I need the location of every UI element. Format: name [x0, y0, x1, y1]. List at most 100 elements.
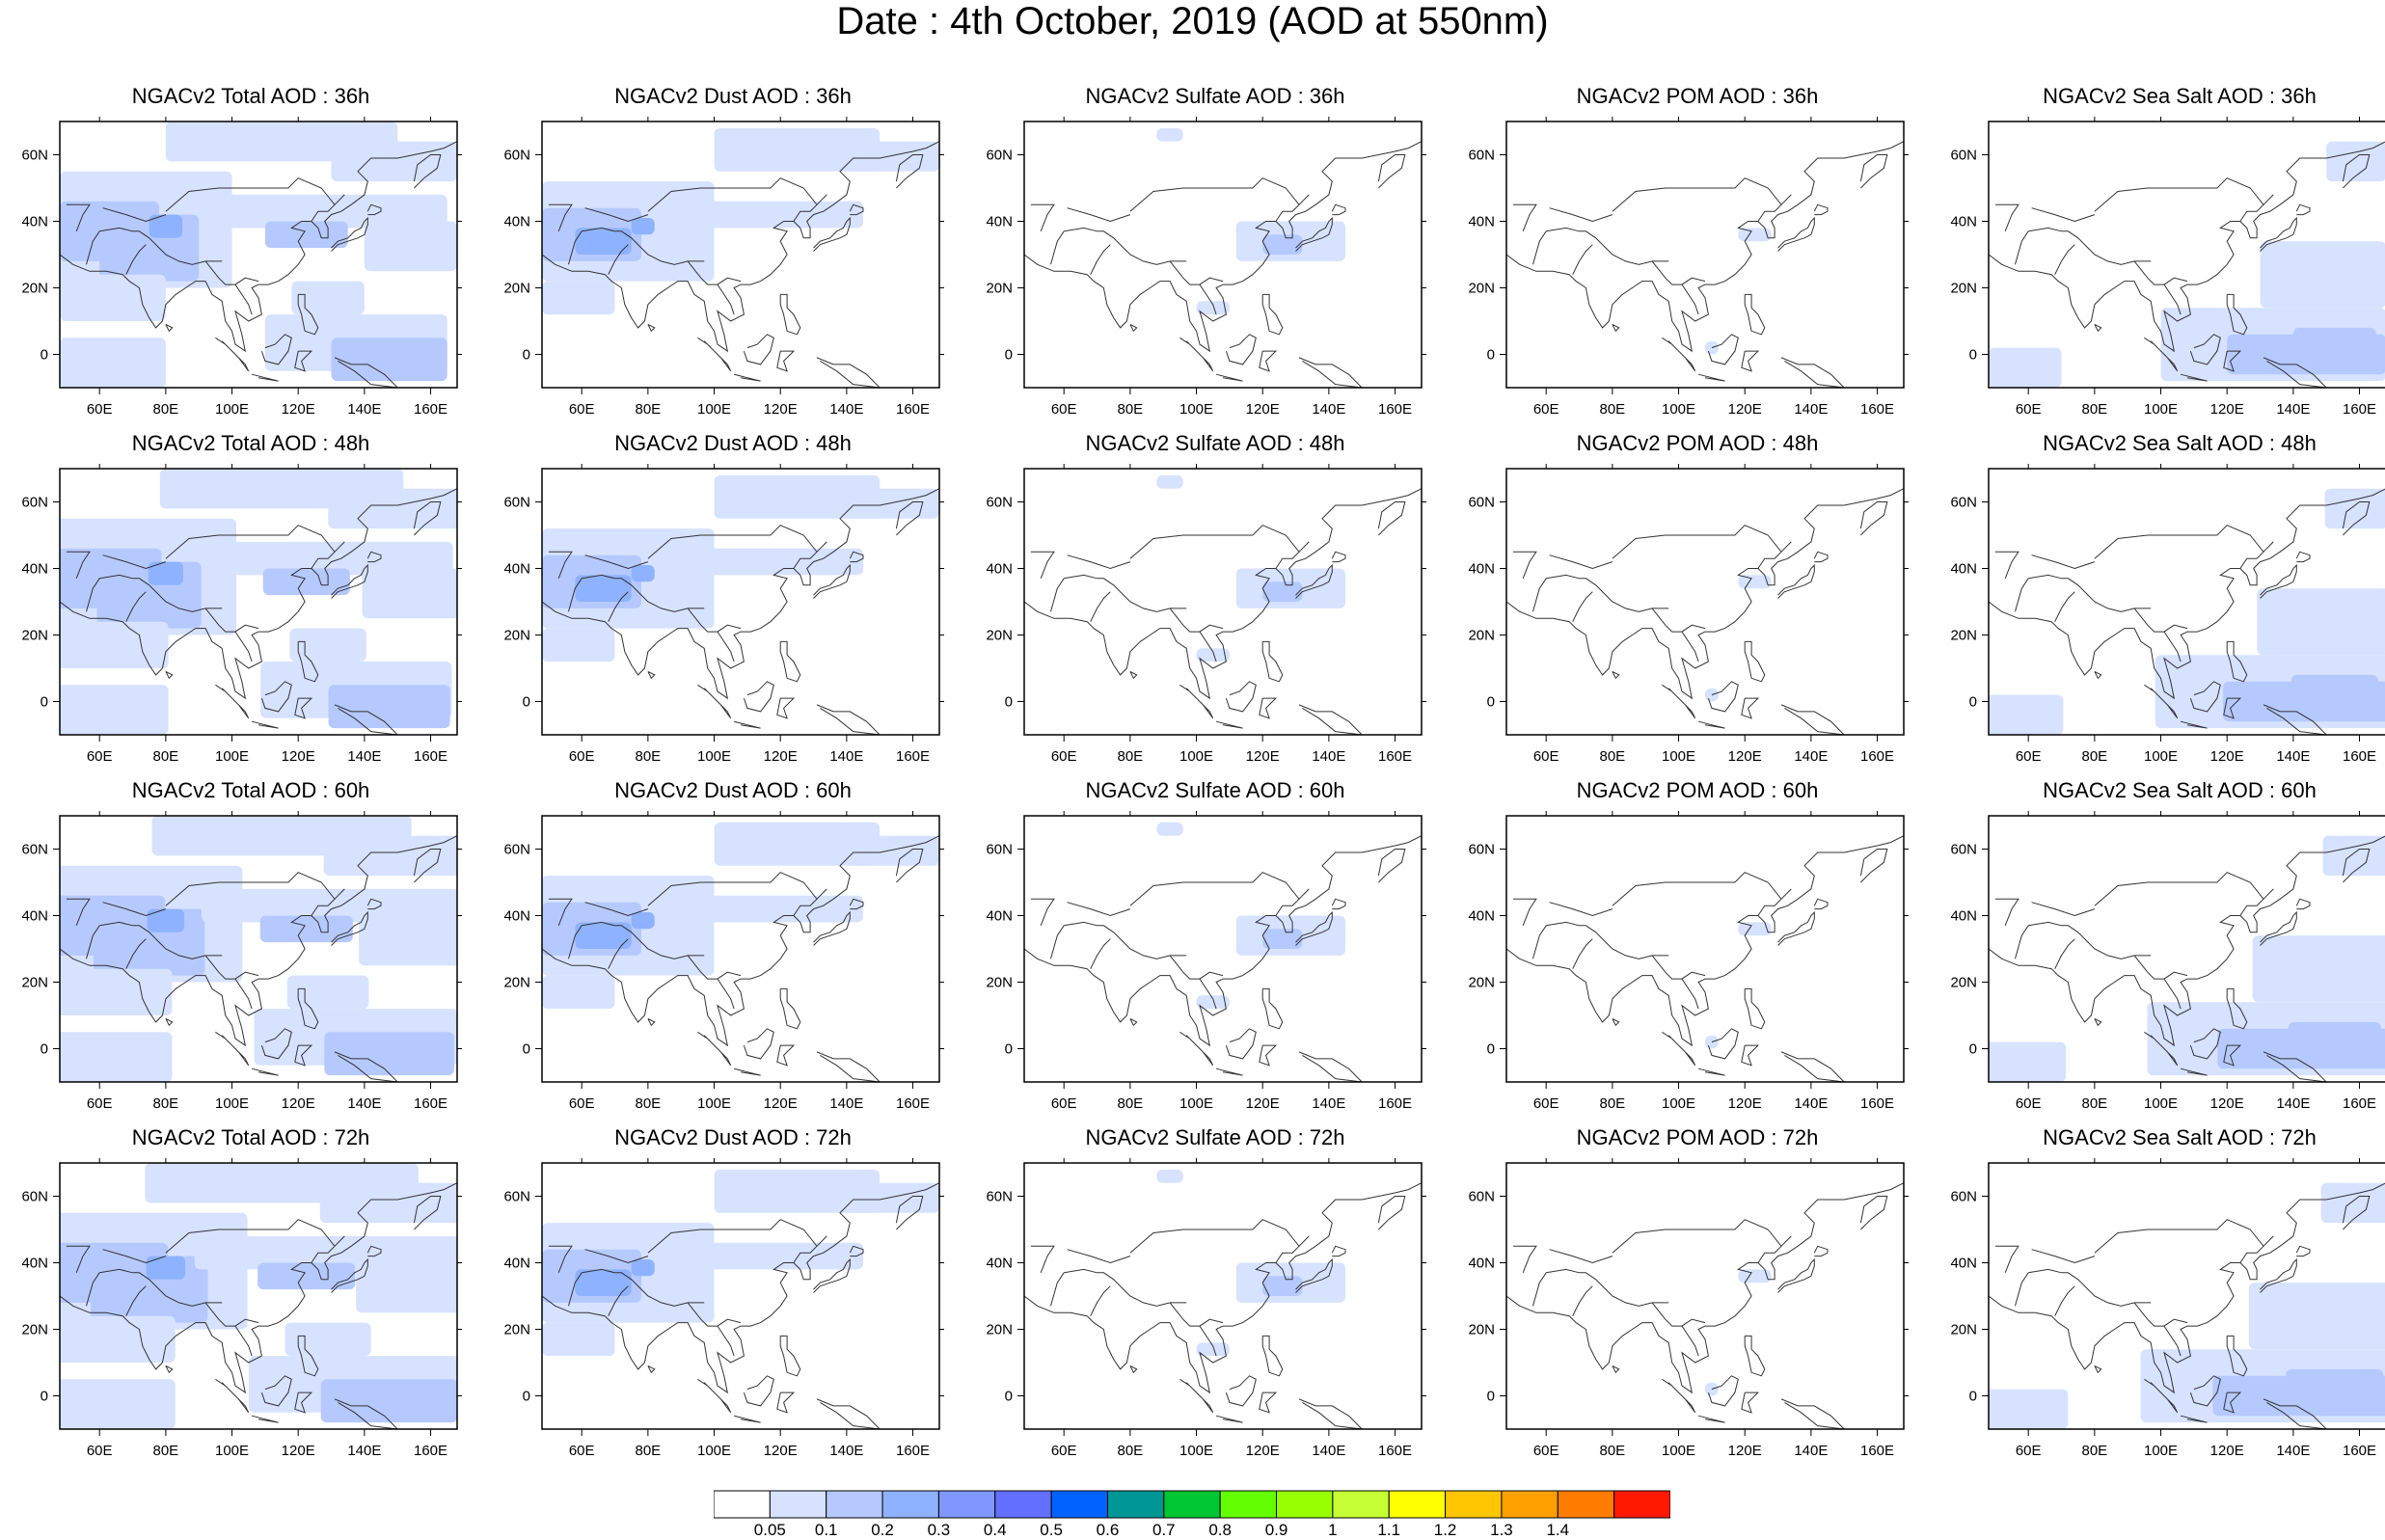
y-tick-label: 20N — [986, 628, 1013, 644]
y-tick-label: 0 — [41, 694, 48, 711]
map-panel-dust-60h: NGACv2 Dust AOD : 60h 60E 80E 100E 120E 140E 1… — [492, 779, 974, 1117]
coastlines — [1024, 488, 1422, 735]
colorbar-box — [1276, 1490, 1334, 1519]
aod-patch — [1705, 1382, 1719, 1396]
colorbar-box — [1163, 1490, 1221, 1519]
aod-patch — [1156, 127, 1183, 142]
aod-patch — [1705, 340, 1719, 355]
aod-patch — [257, 1262, 356, 1290]
aod-patch — [575, 922, 632, 949]
x-tick-label: 160E — [2343, 401, 2376, 418]
aod-patch — [356, 1262, 457, 1313]
aod-map: 60E 80E 100E 120E 140E 160E 60N 40N 20N 0 — [503, 1158, 944, 1459]
aod-patch — [323, 835, 457, 877]
x-tick-label: 80E — [153, 401, 179, 418]
x-tick-label: 100E — [697, 401, 731, 418]
map-frame — [541, 1162, 940, 1430]
map-frame — [1988, 1162, 2385, 1430]
x-tick-label: 60E — [87, 401, 113, 418]
x-tick-label: 140E — [829, 748, 863, 765]
y-tick-label: 0 — [1969, 694, 1977, 711]
y-tick-label: 0 — [1005, 347, 1013, 364]
y-tick-label: 40N — [1950, 561, 1977, 578]
map-frame — [1988, 468, 2385, 736]
coastlines — [1506, 488, 1904, 735]
aod-patch — [714, 1169, 881, 1213]
x-tick-label: 160E — [2343, 1443, 2376, 1459]
aod-patch — [215, 194, 447, 229]
aod-patch — [697, 548, 864, 576]
x-tick-label: 80E — [153, 1095, 179, 1112]
x-tick-label: 80E — [636, 748, 662, 765]
colorbar-box — [937, 1490, 996, 1519]
map-panel-seasalt-60h: NGACv2 Sea Salt AOD : 60h 60E 80E 100E 120E 1… — [1938, 779, 2385, 1117]
x-tick-label: 160E — [1378, 748, 1412, 765]
y-tick-label: 0 — [1969, 1041, 1977, 1058]
x-tick-label: 120E — [764, 1095, 798, 1112]
map-frame — [59, 815, 458, 1083]
x-tick-label: 80E — [1118, 748, 1144, 765]
y-tick-label: 0 — [41, 1389, 48, 1405]
x-tick-label: 160E — [1860, 401, 1894, 418]
aod-patch — [289, 628, 366, 662]
x-tick-label: 160E — [896, 1443, 930, 1459]
x-tick-label: 140E — [1312, 401, 1345, 418]
panel-title: NGACv2 Total AOD : 60h — [131, 778, 370, 802]
aod-patch — [60, 1315, 176, 1363]
aod-patch — [714, 822, 881, 866]
colorbar-label: 0.6 — [1096, 1521, 1120, 1539]
aod-patch — [149, 214, 183, 238]
aod-patch — [1262, 929, 1303, 949]
coastlines — [1989, 835, 2385, 1082]
aod-patch — [1156, 474, 1183, 489]
map-panel-pom-72h: NGACv2 POM AOD : 72h 60E 80E 100E 120E 140E 16… — [1456, 1126, 1938, 1464]
x-tick-label: 80E — [636, 1443, 662, 1459]
aod-map: 60E 80E 100E 120E 140E 160E 60N 40N 20N 0 — [986, 117, 1426, 418]
map-panel-seasalt-48h: NGACv2 Sea Salt AOD : 48h 60E 80E 100E 120E 1… — [1938, 432, 2385, 770]
x-tick-label: 60E — [2016, 1443, 2042, 1459]
aod-shading — [542, 474, 939, 662]
x-tick-label: 80E — [1600, 748, 1626, 765]
x-tick-label: 140E — [347, 748, 381, 765]
y-tick-label: 0 — [1005, 1389, 1013, 1405]
x-tick-label: 100E — [1179, 1443, 1213, 1459]
aod-map: 60E 80E 100E 120E 140E 160E 60N 40N 20N 0 — [1468, 464, 1909, 765]
panel-title: NGACv2 Dust AOD : 36h — [614, 84, 852, 108]
aod-patch — [148, 561, 183, 585]
y-tick-label: 20N — [986, 1322, 1013, 1338]
y-tick-label: 0 — [1005, 1041, 1013, 1058]
map-frame — [541, 815, 940, 1083]
aod-patch — [846, 488, 939, 519]
x-tick-label: 160E — [414, 748, 447, 765]
x-tick-label: 100E — [215, 748, 249, 765]
y-tick-label: 60N — [1468, 495, 1495, 511]
y-tick-label: 60N — [986, 1189, 1013, 1205]
x-tick-label: 120E — [1728, 401, 1762, 418]
x-tick-label: 60E — [569, 1095, 595, 1112]
y-tick-label: 60N — [21, 148, 48, 164]
y-tick-label: 0 — [523, 347, 530, 364]
x-tick-label: 100E — [1179, 1095, 1213, 1112]
y-tick-label: 20N — [503, 975, 530, 991]
aod-patch — [331, 141, 457, 182]
colorbar-label: 1 — [1328, 1521, 1338, 1539]
aod-shading — [1156, 822, 1346, 1010]
y-tick-label: 20N — [1468, 628, 1495, 644]
aod-shading — [1705, 922, 1772, 1049]
map-panel-pom-36h: NGACv2 POM AOD : 36h 60E 80E 100E 120E 140E 16… — [1456, 85, 1938, 422]
aod-patch — [201, 888, 457, 923]
x-tick-label: 140E — [2276, 1095, 2310, 1112]
aod-patch — [60, 274, 166, 321]
y-tick-label: 40N — [1468, 214, 1495, 230]
x-tick-label: 80E — [153, 748, 179, 765]
x-tick-label: 100E — [1662, 1443, 1695, 1459]
x-tick-label: 60E — [1533, 1095, 1559, 1112]
aod-patch — [2286, 1368, 2384, 1413]
x-tick-label: 160E — [896, 401, 930, 418]
x-tick-label: 60E — [2016, 748, 2042, 765]
coastlines — [1506, 141, 1904, 388]
y-tick-label: 0 — [523, 1041, 530, 1058]
aod-patch — [697, 1242, 864, 1270]
aod-patch — [1738, 575, 1772, 589]
